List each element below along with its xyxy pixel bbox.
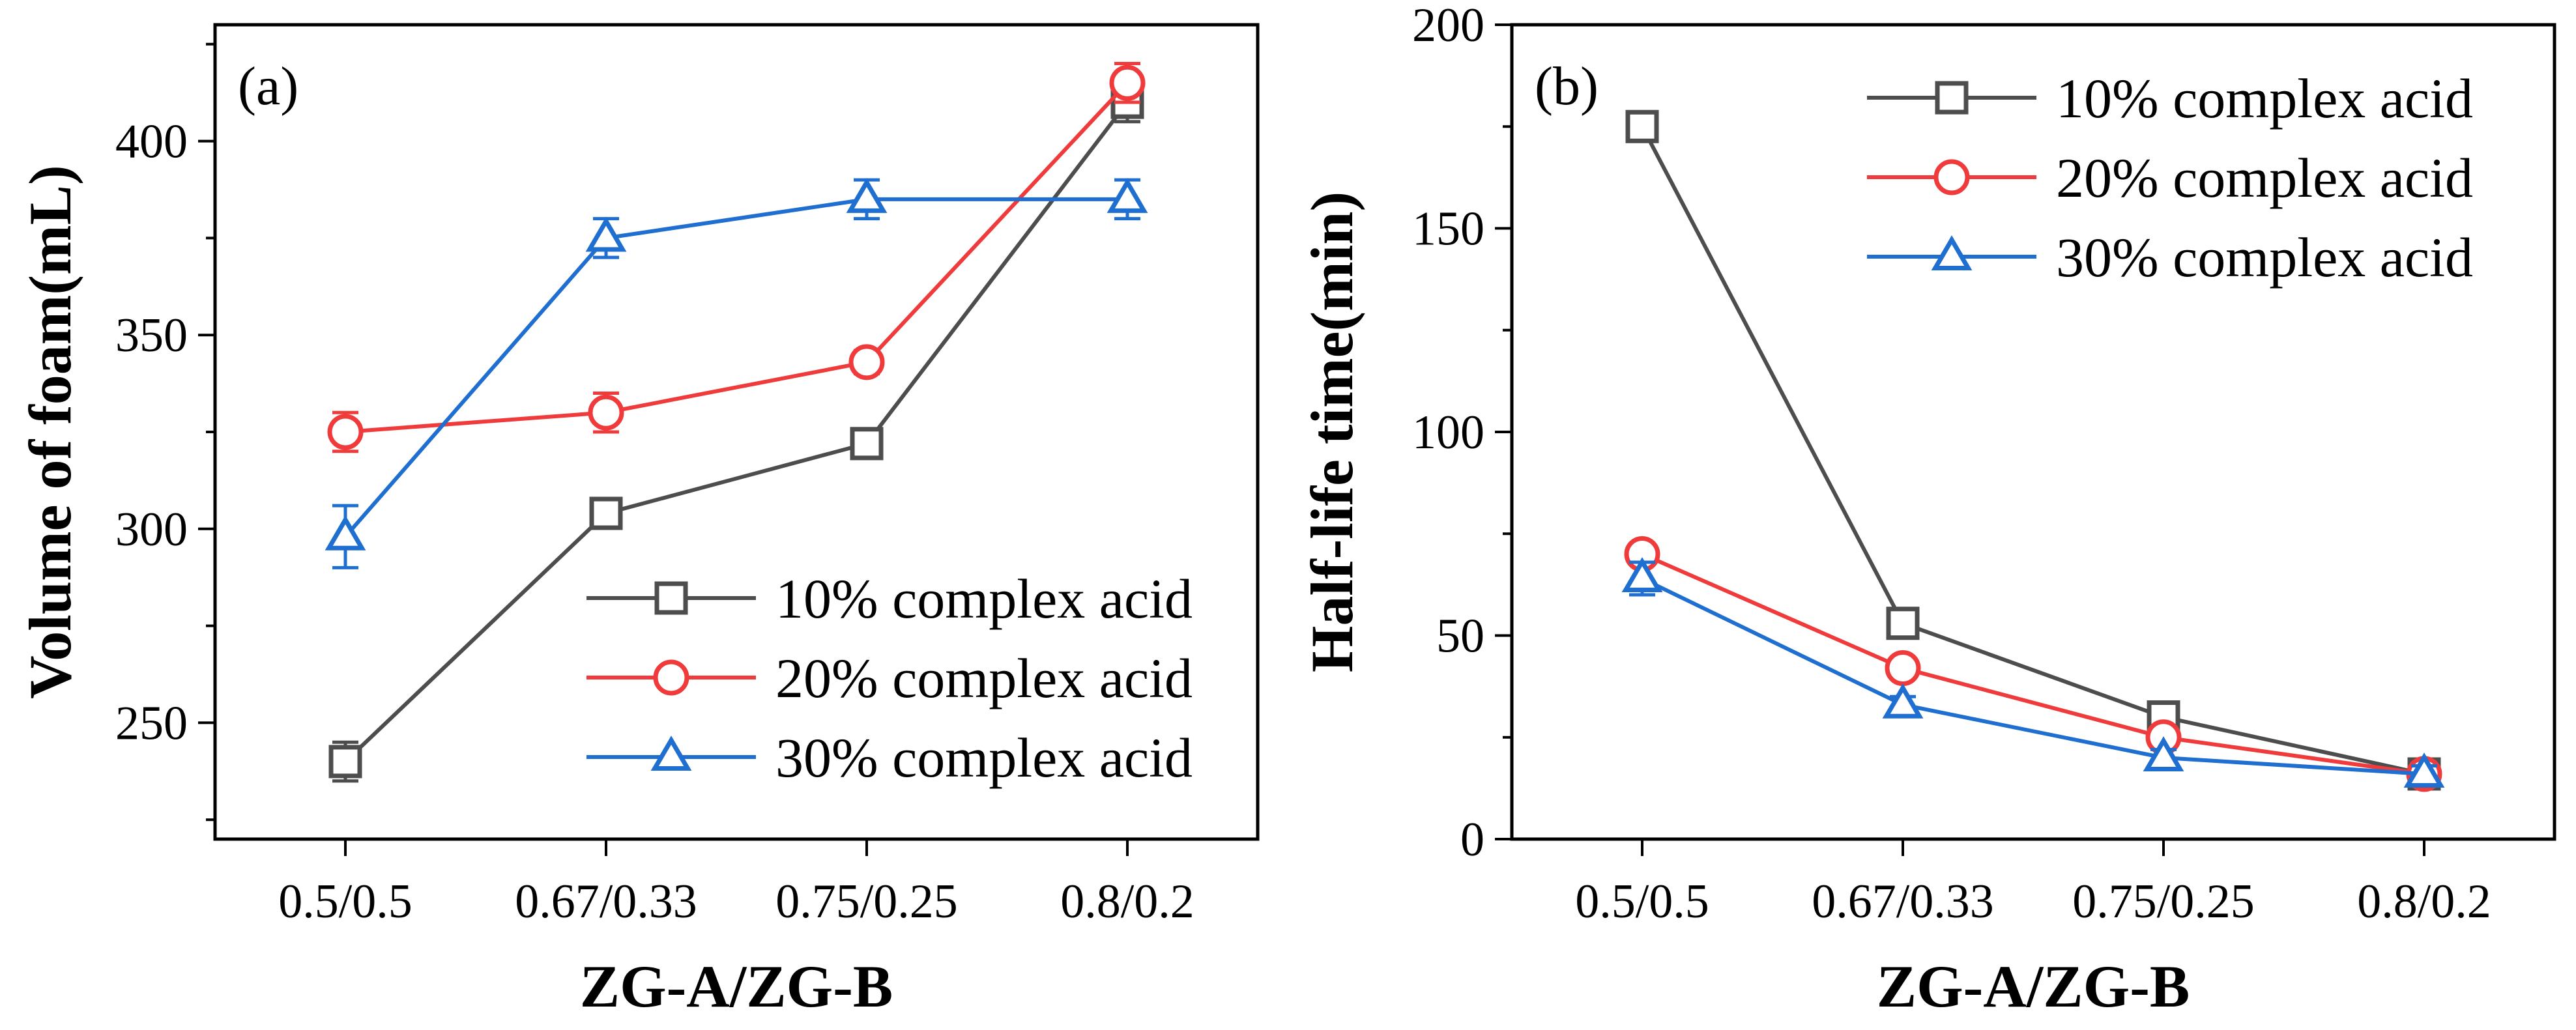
panel-a-legend-label: 10% complex acid (775, 567, 1193, 630)
panel-a-data-point (585, 216, 627, 252)
panel-a-data-point (1109, 64, 1146, 101)
panel-a-series-line (343, 197, 1127, 538)
panel-a-data-point (327, 414, 364, 450)
panel-b-chart: (b) 0 50 100 150 200 0.5/0.5 0.67/0.33 0.75/0.2… (1299, 0, 2556, 1020)
panel-b-y-tick-label: 0 (1460, 813, 1484, 866)
panel-b-series-line (1641, 552, 2425, 776)
panel-a-x-tick-label: 0.75/0.25 (775, 875, 958, 928)
panel-b-series-line (1641, 577, 2425, 776)
panel-a-data-point (325, 515, 366, 551)
panel-a-data-point (846, 177, 888, 213)
panel-a-data-point (850, 427, 884, 461)
panel-b-data-point (1621, 557, 1663, 593)
panel-a-y-axis-title: Volume of foam(mL) (17, 165, 83, 698)
panel-b-legend-marker (1931, 235, 1973, 271)
panel-a-legend-label: 30% complex acid (775, 726, 1193, 789)
panel-b-label: (b) (1535, 56, 1599, 117)
panel-a-series-line (345, 81, 1129, 434)
panel-b-data-point (2143, 736, 2184, 772)
panel-b-series-1 (1625, 109, 2441, 791)
panel-a-data-point (328, 745, 362, 779)
panel-a-data-point (1107, 177, 1148, 213)
panel-a-y-tick-label: 350 (115, 309, 188, 362)
panel-a-y-tick-label: 300 (115, 503, 188, 556)
panel-a-x-tick-label: 0.67/0.33 (515, 875, 697, 928)
panel-b-x-tick-label: 0.8/0.2 (2357, 875, 2491, 928)
panel-a-x-tick-label: 0.5/0.5 (278, 875, 412, 928)
panel-a-legend-marker (650, 736, 692, 771)
panel-a-legend-item: 10% complex acid (586, 567, 1193, 630)
panel-a-data-point (589, 496, 623, 530)
panel-a-legend-label: 20% complex acid (775, 647, 1193, 709)
panel-a-y-tick-label: 400 (115, 115, 188, 169)
panel-a-legend-marker (654, 581, 688, 615)
panel-b-y-axis-title: Half-life time(min) (1299, 192, 1365, 672)
panel-a-legend-item: 20% complex acid (586, 647, 1193, 709)
panel-a-legend-marker (653, 659, 689, 696)
panel-a-chart: (a) 250 300 350 400 0.5/0.5 0.67/0.33 0.75/0.2… (17, 23, 1260, 1020)
panel-a-legend-item: 30% complex acid (586, 726, 1193, 789)
panel-b-legend-marker (1935, 81, 1969, 115)
panel-b-legend-item: 30% complex acid (1867, 226, 2473, 289)
panel-a-series-2 (327, 62, 1146, 453)
panel-b-data-point (1882, 683, 1924, 719)
panel-b-y-tick-label: 50 (1436, 610, 1484, 663)
panel-a-x-tick-label: 0.8/0.2 (1060, 875, 1194, 928)
panel-b-data-point (1886, 607, 1920, 640)
panel-b-legend-marker (1933, 159, 1970, 195)
panel-a-series-3 (325, 177, 1148, 569)
panel-b-series-3 (1621, 557, 2445, 788)
panel-b-x-tick-label: 0.67/0.33 (1812, 875, 1994, 928)
panel-b-x-axis-title: ZG-A/ZG-B (1877, 953, 2190, 1020)
panel-a-data-point (588, 394, 624, 431)
panel-b-legend-item: 20% complex acid (1867, 147, 2473, 209)
panel-a-y-tick-label: 250 (115, 696, 188, 750)
panel-b-legend-label: 30% complex acid (2056, 226, 2473, 289)
panel-b-y-tick-label: 150 (1412, 203, 1484, 256)
panel-b-data-point (2403, 752, 2445, 788)
panel-a-series-line (343, 101, 1129, 764)
panel-a-data-point (848, 344, 885, 380)
panel-b-legend-label: 10% complex acid (2056, 67, 2473, 130)
panel-b-legend-item: 10% complex acid (1867, 67, 2473, 130)
panel-b-x-tick-label: 0.5/0.5 (1575, 875, 1709, 928)
panel-b-x-tick-label: 0.75/0.25 (2072, 875, 2255, 928)
panel-b-y-tick-label: 200 (1412, 0, 1484, 52)
panel-a-x-axis-title: ZG-A/ZG-B (580, 953, 893, 1020)
panel-a-label: (a) (238, 56, 298, 117)
panel-b-data-point (1885, 650, 1921, 686)
panel-b-y-tick-label: 100 (1412, 406, 1484, 459)
panel-b-legend-label: 20% complex acid (2056, 147, 2473, 209)
panel-b-series-line (1640, 125, 2425, 776)
panel-b-data-point (1625, 109, 1659, 143)
